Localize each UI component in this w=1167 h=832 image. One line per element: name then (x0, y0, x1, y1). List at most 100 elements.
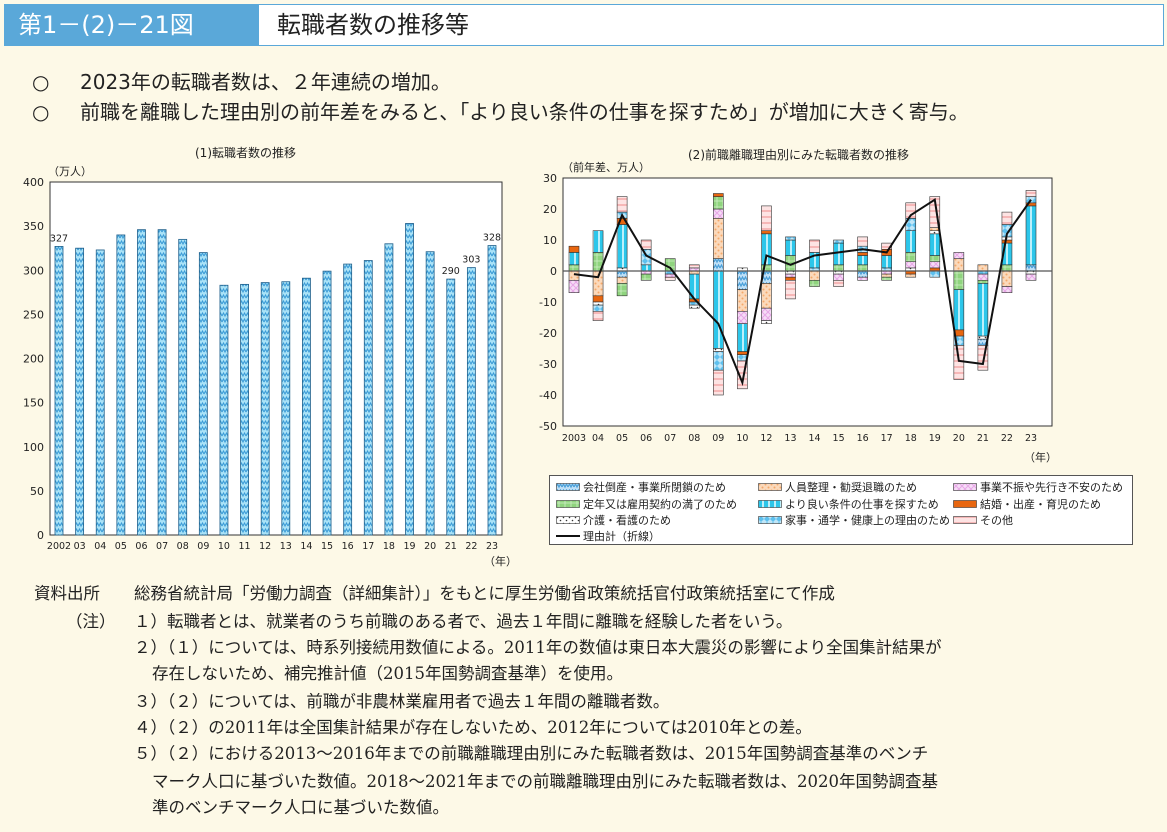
chart2-y-tick: -10 (539, 296, 557, 309)
chart1-x-tick: 11 (239, 541, 251, 552)
chart2-total-line (573, 198, 1032, 387)
chart2-bar-segment (592, 295, 604, 303)
chart2-bar-segment (737, 270, 748, 290)
chart1-data-label: 328 (483, 233, 501, 244)
chart2-bar-segment (809, 239, 820, 253)
legend-item: 結婚・出産・育児のため (953, 496, 1101, 512)
chart2-bar-segment (616, 270, 628, 278)
chart2-bar-segment (640, 239, 652, 250)
chart2-bar-segment (857, 270, 868, 278)
bullet-2: ○ 前職を離職した理由別の前年差をみると、「より良い条件の仕事を探すため」が増加に… (32, 96, 969, 125)
chart2-bar-segment (857, 276, 868, 281)
chart1-x-tick: 07 (156, 541, 168, 552)
chart2-title: (2)前職離職理由別にみた転職者数の推移 (688, 148, 909, 162)
chart2-bar-segment (616, 196, 628, 213)
chart2-x-tick: 23 (1025, 433, 1037, 444)
chart2-bar-segment (953, 252, 965, 259)
note-line: ２）（１）については、時系列接続用数値による。2011年の数値は東日本大震災の影… (134, 638, 942, 657)
chart1-x-tick: 19 (403, 541, 415, 552)
chart2-x-tick: 21 (977, 433, 989, 444)
chart2-bar-segment (640, 264, 652, 272)
legend-label: 理由計（折線） (583, 530, 660, 543)
chart1-x-tick: 2002 (47, 541, 71, 552)
legend-swatch (953, 499, 977, 508)
chart1-x-tick: 21 (445, 541, 457, 552)
chart2-bar-segment (616, 224, 628, 269)
note-line: ３）（２）については、前職が非農林業雇用者で過去１年間の離職者数。 (134, 692, 670, 711)
source-text: 総務省統計局「労働力調査（詳細集計）」をもとに厚生労働省政策統括官付政策統括室に… (134, 584, 835, 603)
chart2-bar-segment (713, 258, 724, 272)
chart2-bar-segment (592, 304, 604, 312)
note-line: ４）（２）の2011年は全国集計結果が存在しないため、2012年については201… (134, 718, 812, 737)
legend-item: 介護・看護のため (556, 512, 671, 528)
chart1-y-tick: 150 (23, 397, 44, 410)
chart2-x-tick: 19 (929, 433, 941, 444)
chart2-bar-segment (761, 283, 772, 309)
chart2-x-tick: 04 (592, 433, 604, 444)
chart2-bar-segment (713, 270, 724, 349)
chart1-bar (281, 281, 291, 536)
chart1-title: (1)転職者数の推移 (195, 146, 296, 160)
legend-swatch (758, 516, 782, 524)
chart2-bar-segment (833, 242, 844, 266)
chart2-bar-segment (929, 196, 941, 228)
chart2-bar-segment (568, 270, 580, 281)
chart1-bar (363, 260, 373, 536)
chart2-y-tick: -40 (539, 389, 557, 402)
chart2-bar-segment (713, 208, 724, 219)
legend-label: その他 (980, 514, 1013, 527)
chart2-x-tick: 13 (784, 433, 796, 444)
chart2-bar-segment (785, 239, 796, 256)
chart2-bar-segment (905, 252, 917, 262)
chart2-x-tick: 05 (616, 433, 628, 444)
chart2-bar-segment (977, 283, 989, 337)
chart1-y-tick: 350 (23, 220, 44, 233)
chart1-x-tick: 16 (342, 541, 354, 552)
chart2-bar-segment (977, 264, 989, 272)
chart2-x-tick: 09 (712, 433, 724, 444)
chart2-bar-segment (977, 273, 989, 281)
chart2-x-tick: 15 (833, 433, 845, 444)
legend-item: 会社倒産・事業所閉鎖のため (556, 479, 726, 495)
legend-swatch (953, 483, 977, 491)
bullet-text: 前職を離職した理由別の前年差をみると、「より良い条件の仕事を探すため」が増加に大… (80, 100, 969, 124)
chart1-bar (198, 252, 208, 536)
chart2-bar-segment (953, 270, 965, 290)
chart1-x-tick: 12 (259, 541, 271, 552)
chart1-x-tick: 23 (486, 541, 498, 552)
chart2-bar-segment (881, 276, 892, 281)
chart1-bar (75, 247, 85, 536)
chart2-x-tick: 06 (640, 433, 652, 444)
chart2-bar-segment (857, 252, 868, 256)
chart2-bar-segment (713, 218, 724, 259)
chart1-bar (487, 245, 497, 536)
chart2-bar-segment (664, 273, 676, 278)
chart2-bar-segment (592, 230, 604, 253)
chart1-x-tick: 18 (383, 541, 395, 552)
chart2-bar-segment (616, 276, 628, 284)
legend-label: 結婚・出産・育児のため (980, 497, 1101, 511)
chart1-x-tick: 20 (424, 541, 436, 552)
chart1-y-tick: 50 (30, 485, 44, 498)
chart1-x-tick: 17 (362, 541, 374, 552)
chart1-y-tick: 250 (23, 308, 44, 321)
chart1-x-tick: 10 (218, 541, 230, 552)
chart1-data-label: 327 (50, 233, 68, 244)
chart1-y-tick: 0 (37, 529, 44, 542)
chart2-bar-segment (857, 236, 868, 247)
note-line: 存在しないため、補完推計値（2015年国勢調査基準）を使用。 (152, 664, 623, 683)
chart2-bar-segment (713, 348, 724, 352)
bullet-1: ○ 2023年の転職者数は、２年連続の増加。 (32, 66, 451, 95)
chart1-x-tick: 03 (74, 541, 86, 552)
chart2-bar-segment (737, 310, 748, 324)
legend-swatch (556, 516, 580, 524)
note-line: １）転職者とは、就業者のうち前職のある者で、過去１年間に離職を経験した者をいう。 (134, 612, 793, 631)
legend-item-line: 理由計（折線） (556, 528, 660, 544)
chart2-bar-segment (977, 345, 989, 371)
chart2-bar-segment (833, 273, 844, 281)
legend-swatch (556, 483, 580, 491)
legend-label: 人員整理・勧奨退職のため (785, 481, 917, 494)
chart1-bar (405, 223, 414, 536)
chart2-x-tick: 10 (736, 433, 748, 444)
chart1-bar (302, 277, 311, 536)
